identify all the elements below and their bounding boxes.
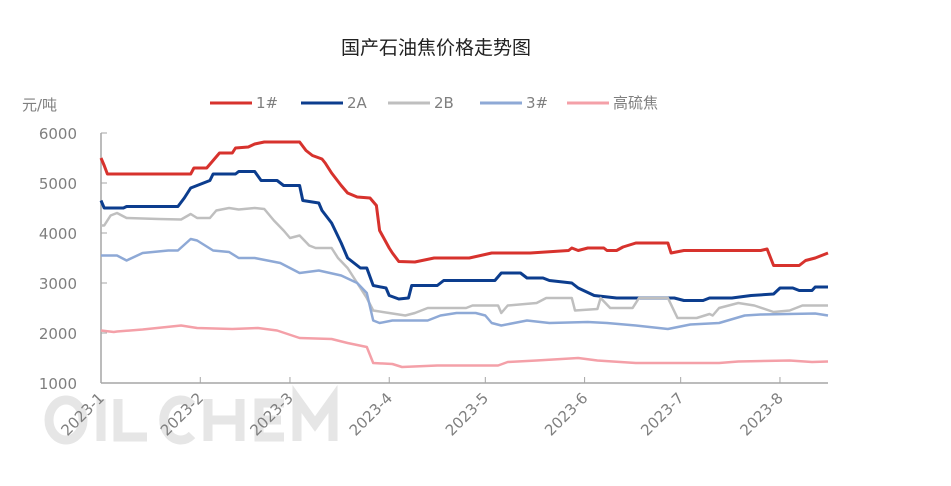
y-tick-label: 5000	[39, 175, 77, 193]
legend-item-4: 3#	[480, 94, 548, 112]
watermark-letter-e	[254, 398, 284, 442]
legend-item-1: 1#	[210, 94, 278, 112]
watermark-letter-l	[113, 399, 147, 442]
x-tick-label: 2023-6	[541, 389, 591, 439]
legend: 1# 2A 2B 3# 高硫焦	[210, 94, 658, 112]
legend-label: 2B	[434, 94, 454, 112]
legend-label: 3#	[526, 94, 548, 112]
y-axis-unit-label: 元/吨	[22, 96, 57, 114]
x-tick-label: 2023-3	[246, 389, 296, 439]
legend-label: 2A	[347, 94, 368, 112]
legend-item-5: 高硫焦	[567, 94, 658, 112]
watermark-letter-o	[44, 395, 88, 445]
series-line-5	[100, 324, 829, 369]
series-lines	[99, 140, 829, 369]
legend-item-2: 2A	[301, 94, 368, 112]
x-tick-label: 2023-4	[346, 389, 396, 439]
x-tick-label: 2023-8	[736, 389, 786, 439]
y-tick-label: 3000	[39, 275, 77, 293]
series-line-4	[101, 237, 829, 331]
series-line-2	[99, 170, 828, 302]
series-line-3	[101, 206, 828, 320]
legend-label: 高硫焦	[613, 94, 658, 112]
chart-title: 国产石油焦价格走势图	[341, 37, 531, 59]
y-tick-label: 2000	[39, 325, 77, 343]
series-line-1	[99, 140, 829, 267]
watermark-oilchem	[44, 385, 338, 445]
x-tick-label: 2023-5	[442, 389, 492, 439]
legend-item-3: 2B	[388, 94, 454, 112]
watermark-letter-c	[159, 395, 196, 445]
y-tick-label: 1000	[39, 375, 77, 393]
y-tick-label: 6000	[39, 125, 77, 143]
legend-label: 1#	[256, 94, 278, 112]
y-tick-label: 4000	[39, 225, 77, 243]
x-tick-label: 2023-7	[637, 389, 687, 439]
watermark-letter-m	[292, 385, 338, 441]
watermark-letter-h	[203, 399, 245, 441]
